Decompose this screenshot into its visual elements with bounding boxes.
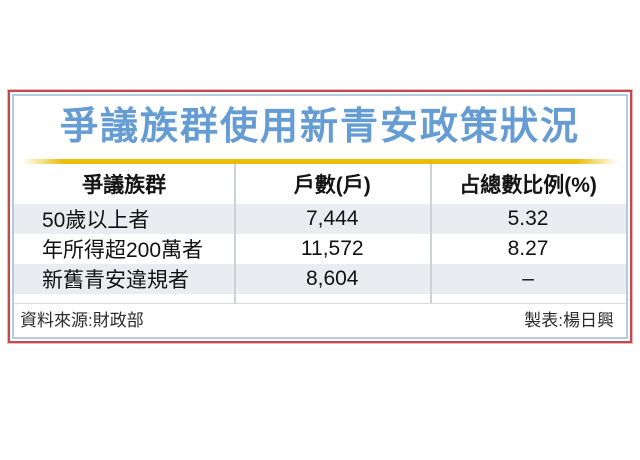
infographic-card: 爭議族群使用新青安政策狀況 爭議族群 戶數(戶) 占總數比例(%) 50歲以上者… — [8, 90, 632, 343]
page-title: 爭議族群使用新青安政策狀況 — [59, 106, 580, 148]
footnote-bar: 資料來源:財政部 製表:楊日興 — [14, 304, 626, 337]
table-header-row: 爭議族群 戶數(戶) 占總數比例(%) — [14, 164, 626, 204]
table-row: 新舊青安違規者 8,604 – — [14, 264, 626, 294]
cell-group: 年所得超200萬者 — [42, 239, 204, 262]
cell-households: 7,444 — [305, 207, 359, 230]
cell-households: 11,572 — [300, 237, 364, 260]
title-bar: 爭議族群使用新青安政策狀況 — [14, 96, 626, 158]
table-row: 年所得超200萬者 11,572 8.27 — [14, 234, 626, 264]
credit-note: 製表:楊日興 — [524, 311, 614, 330]
table-row: 50歲以上者 7,444 5.32 — [14, 204, 626, 234]
policy-table: 爭議族群 戶數(戶) 占總數比例(%) 50歲以上者 7,444 5.32 年所… — [14, 164, 626, 304]
cell-group: 50歲以上者 — [42, 209, 150, 232]
card-inner: 爭議族群使用新青安政策狀況 爭議族群 戶數(戶) 占總數比例(%) 50歲以上者… — [12, 94, 628, 339]
column-divider — [234, 164, 237, 303]
column-divider — [430, 164, 433, 303]
cell-group: 新舊青安違規者 — [42, 269, 189, 292]
source-note: 資料來源:財政部 — [20, 311, 144, 330]
cell-households: 8,604 — [305, 267, 359, 290]
cell-share: 5.32 — [507, 207, 549, 230]
cell-share: 8.27 — [507, 237, 549, 260]
column-header-households: 戶數(戶) — [293, 174, 371, 197]
column-header-share: 占總數比例(%) — [459, 174, 597, 197]
column-header-group: 爭議族群 — [82, 174, 167, 197]
cell-share: – — [522, 267, 534, 290]
gold-divider — [22, 159, 618, 164]
